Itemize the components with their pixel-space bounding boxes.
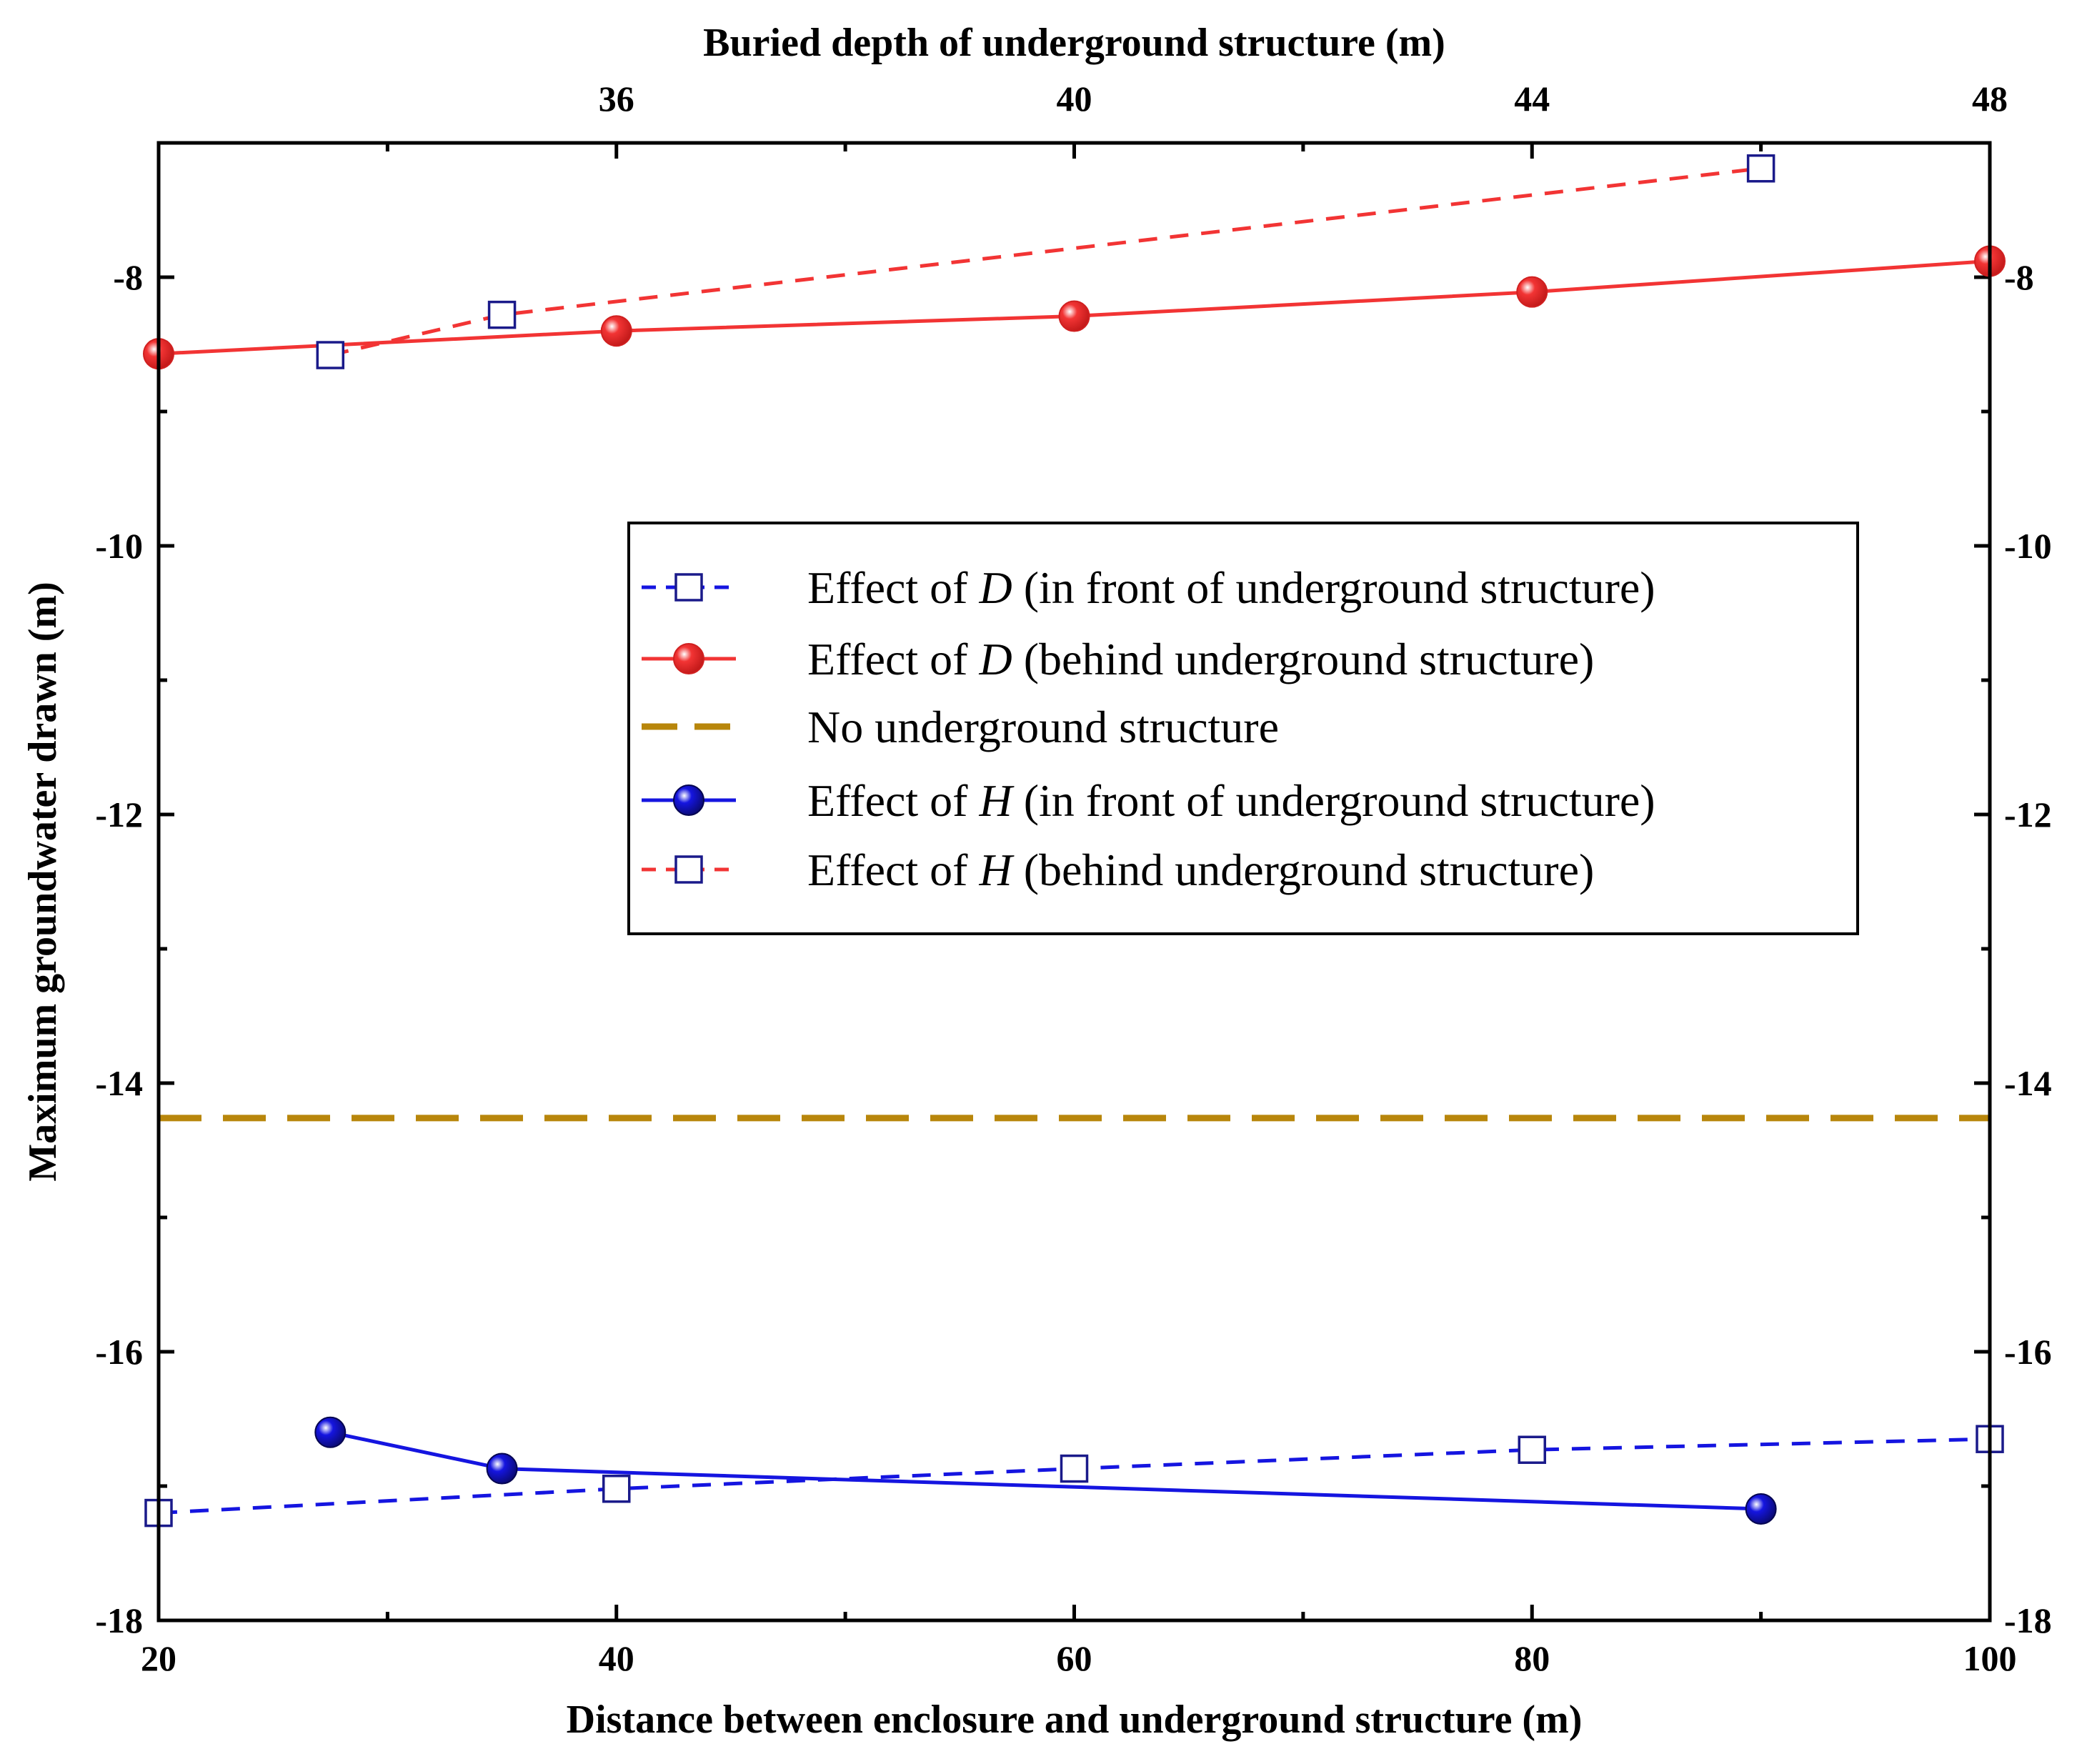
legend: Effect of D (in front of underground str… — [627, 522, 1859, 935]
x-tick-label: 100 — [1963, 1638, 2017, 1678]
legend-box — [627, 522, 1859, 935]
y-tick-label: -16 — [95, 1332, 143, 1372]
legend-label-suffix: (in front of underground structure) — [1012, 775, 1655, 826]
legend-label-prefix: No underground structure — [807, 702, 1279, 752]
y-axis-title: Maximum groundwater drawn (m) — [21, 582, 65, 1181]
legend-entry: Effect of H (behind underground structur… — [642, 844, 1594, 895]
x-tick-label: 20 — [141, 1638, 176, 1678]
y-tick-label: -12 — [95, 794, 143, 834]
data-point-square — [602, 1475, 631, 1503]
legend-label-suffix: (in front of underground structure) — [1012, 562, 1655, 613]
legend-label-prefix: Effect of — [807, 562, 979, 613]
y-tick-label: -18 — [95, 1600, 143, 1640]
legend-entry: Effect of D (behind underground structur… — [642, 634, 1594, 684]
legend-label-suffix: (behind underground structure) — [1012, 844, 1595, 895]
data-point-square — [1746, 154, 1775, 183]
y2-tick-label: -16 — [2004, 1332, 2052, 1372]
legend-label-prefix: Effect of — [807, 775, 979, 826]
data-point-circle — [1058, 300, 1090, 332]
legend-label: No underground structure — [807, 702, 1279, 752]
series-4 — [314, 1416, 1777, 1525]
y2-tick-label: -12 — [2004, 794, 2052, 834]
data-point-circle — [673, 643, 704, 674]
top-x-axis-title: Buried depth of underground structure (m… — [703, 21, 1445, 65]
x-tick-label: 40 — [599, 1638, 634, 1678]
x2-tick-label: 36 — [599, 79, 634, 119]
data-point-square — [1518, 1435, 1546, 1464]
legend-label-prefix: Effect of — [807, 844, 979, 895]
data-point-circle — [314, 1416, 347, 1448]
data-point-circle — [600, 315, 632, 347]
series-2 — [143, 245, 2006, 370]
data-point-circle — [1745, 1493, 1777, 1525]
legend-entry: Effect of D (in front of underground str… — [642, 562, 1655, 613]
x2-tick-label: 48 — [1972, 79, 2008, 119]
legend-label: Effect of H (behind underground structur… — [807, 844, 1594, 895]
x-axis-title: Distance between enclosure and undergrou… — [567, 1698, 1583, 1742]
data-point-circle — [673, 784, 704, 816]
legend-label-suffix: (behind underground structure) — [1012, 634, 1595, 684]
y2-tick-label: -18 — [2004, 1600, 2052, 1640]
tick-labels: 20 40 60 80 100 36 40 44 48 -8 -8 -10 -10 -12 -12 -14 -1… — [95, 79, 2051, 1678]
series-1 — [144, 1425, 2004, 1528]
legend-label-variable: H — [978, 844, 1015, 895]
legend-label-variable: D — [978, 562, 1012, 613]
legend-label-variable: H — [978, 775, 1015, 826]
data-point-square — [316, 341, 345, 369]
plot-frame — [156, 141, 1992, 1623]
legend-label: Effect of D (behind underground structur… — [807, 634, 1594, 684]
y2-tick-label: -8 — [2004, 257, 2034, 297]
y-tick-label: -10 — [95, 526, 143, 566]
y-tick-label: -8 — [113, 257, 143, 297]
y2-tick-label: -14 — [2004, 1063, 2052, 1103]
legend-label-prefix: Effect of — [807, 634, 979, 684]
data-point-square — [674, 855, 703, 884]
x2-tick-label: 40 — [1057, 79, 1092, 119]
y2-tick-label: -10 — [2004, 526, 2052, 566]
legend-label: Effect of D (in front of underground str… — [807, 562, 1655, 613]
legend-entry: No underground structure — [642, 702, 1279, 752]
series-5 — [316, 154, 1775, 369]
legend-entry: Effect of H (in front of underground str… — [642, 775, 1655, 826]
data-point-circle — [486, 1452, 518, 1485]
legend-label: Effect of H (in front of underground str… — [807, 775, 1655, 826]
x2-tick-label: 44 — [1514, 79, 1550, 119]
data-point-square — [674, 573, 703, 602]
series-line — [329, 166, 1761, 357]
legend-label-variable: D — [978, 634, 1012, 684]
y-tick-label: -14 — [95, 1063, 143, 1103]
data-point-square — [487, 300, 517, 329]
x-tick-label: 80 — [1514, 1638, 1550, 1678]
x-tick-label: 60 — [1057, 1638, 1092, 1678]
data-point-square — [1060, 1454, 1089, 1483]
data-point-circle — [1516, 276, 1548, 308]
